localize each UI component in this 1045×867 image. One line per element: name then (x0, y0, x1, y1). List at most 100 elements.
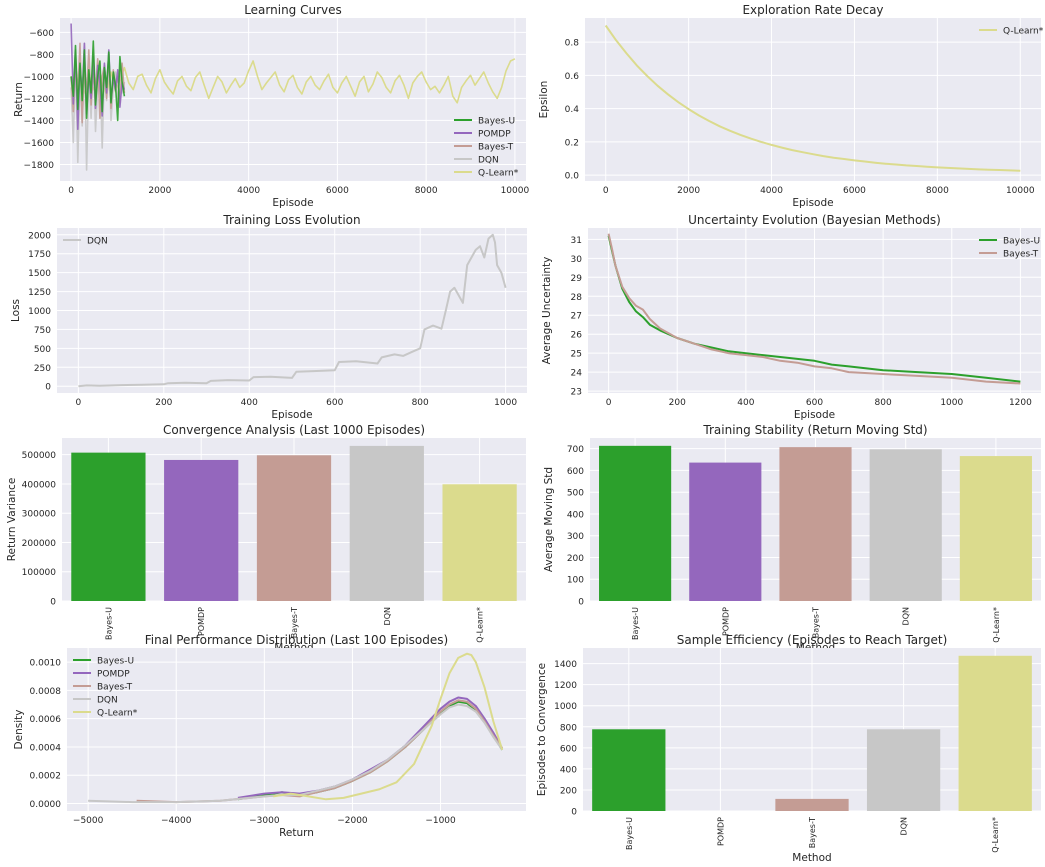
chart-title: Learning Curves (244, 3, 342, 17)
y-tick-label: 0 (571, 808, 577, 818)
y-tick-label: −1600 (24, 139, 55, 149)
x-tick-label: 10000 (1006, 186, 1035, 196)
bar-pomdp (689, 462, 762, 601)
final-performance-chart: 0.0000 0.0002 0.0004 0.0006 0.0008 0.0010 −500… (13, 633, 526, 839)
gridlines (585, 18, 1041, 181)
x-tick-label: 6000 (326, 186, 349, 196)
legend-label: Bayes-U (1003, 237, 1040, 247)
y-tick-label: 26 (571, 331, 583, 341)
y-tick-label: 23 (571, 388, 582, 398)
y-axis-label: Density (13, 710, 25, 750)
training-stability-chart: 0 100 200 300 400 500 600 700 Bayes-U POMDP Bayes-… (543, 423, 1041, 654)
uncertainty-evolution-chart: 23 24 25 26 27 28 29 30 31 0 200 400 600 800 1000 1200 B… (541, 213, 1041, 421)
x-tick-label: 8000 (926, 186, 949, 196)
y-tick-label: 1500 (28, 269, 51, 279)
plot-area (67, 648, 526, 811)
x-tick-label: 4000 (237, 186, 260, 196)
x-tick-label: DQN (900, 817, 909, 835)
y-axis-label: Loss (10, 299, 22, 322)
y-tick-label: 0.8 (565, 39, 580, 49)
x-tick-label: 0 (68, 186, 74, 196)
y-tick-label: 400 (560, 765, 577, 775)
x-tick-label: −3000 (249, 816, 280, 826)
x-tick-label: 600 (326, 398, 343, 408)
bar-dqn (866, 729, 941, 811)
y-tick-label: 0 (45, 383, 51, 393)
x-tick-label: 10000 (501, 186, 530, 196)
x-tick-label: 400 (241, 398, 258, 408)
x-tick-label: −4000 (161, 816, 192, 826)
x-tick-label: 600 (806, 398, 823, 408)
y-axis-label: Average Moving Std (543, 467, 555, 572)
x-tick-label: 6000 (843, 186, 866, 196)
y-tick-label: 600 (567, 467, 584, 477)
y-tick-label: 700 (567, 445, 584, 455)
x-tick-label: Q-Learn* (476, 607, 485, 643)
series-line-dqn (88, 703, 504, 804)
gridlines (57, 228, 527, 393)
y-tick-label: 0.0006 (30, 715, 62, 725)
y-tick-label: 200000 (22, 539, 57, 549)
y-tick-label: 27 (571, 312, 582, 322)
x-tick-label: 1200 (1009, 398, 1032, 408)
y-tick-label: 0 (50, 598, 56, 608)
x-tick-label: 1000 (940, 398, 963, 408)
y-tick-label: 0.2 (565, 138, 579, 148)
bar-qlearn (958, 655, 1032, 811)
series-line-bayest (607, 233, 1021, 385)
legend-label: POMDP (478, 130, 511, 140)
y-tick-label: 0.0010 (30, 659, 62, 669)
x-tick-label: 0 (75, 398, 81, 408)
legend: Bayes-U Bayes-T (979, 237, 1040, 260)
y-tick-label: 0.0004 (30, 743, 62, 753)
x-tick-label: −1000 (425, 816, 456, 826)
y-tick-label: 400 (567, 510, 584, 520)
y-tick-label: 1000 (28, 307, 51, 317)
x-tick-label: 800 (875, 398, 892, 408)
x-tick-label: Q-Learn* (991, 817, 1000, 853)
bar-qlearn (959, 456, 1032, 601)
y-tick-label: −600 (29, 29, 54, 39)
y-tick-label: 300 (567, 532, 584, 542)
y-tick-label: 29 (571, 274, 583, 284)
y-axis-label: Average Uncertainty (541, 257, 553, 365)
x-tick-label: 800 (412, 398, 429, 408)
legend-label: POMDP (97, 670, 130, 680)
chart-title: Exploration Rate Decay (742, 3, 883, 17)
y-tick-label: 0.6 (565, 72, 580, 82)
legend-label: Q-Learn* (1003, 27, 1044, 37)
legend: Bayes-U POMDP Bayes-T DQN Q-Learn* (454, 117, 519, 179)
y-tick-label: 1750 (28, 250, 51, 260)
y-tick-label: 31 (571, 236, 582, 246)
bar-dqn (349, 445, 424, 601)
x-tick-label: Bayes-T (290, 607, 299, 638)
bar-qlearn (442, 484, 517, 601)
x-tick-label: 200 (669, 398, 686, 408)
chart-title: Uncertainty Evolution (Bayesian Methods) (688, 213, 941, 227)
y-tick-label: 25 (571, 350, 582, 360)
x-tick-label: 4000 (760, 186, 783, 196)
x-axis-label: Episode (272, 197, 313, 209)
x-tick-label: 200 (155, 398, 172, 408)
series-line-qlearn (604, 24, 1021, 172)
legend-label: DQN (478, 156, 499, 166)
y-tick-label: 0.4 (565, 105, 580, 115)
legend-label: Q-Learn* (97, 709, 138, 719)
y-tick-label: 500 (34, 345, 51, 355)
legend-label: Bayes-T (478, 143, 514, 153)
series-line-bayesu (70, 40, 126, 122)
y-tick-label: 1250 (28, 288, 51, 298)
x-tick-label: POMDP (716, 817, 725, 846)
y-tick-label: 0.0002 (30, 772, 62, 782)
y-tick-label: 600 (560, 744, 577, 754)
y-axis-label: Return (13, 82, 25, 117)
series-line-qlearn (273, 652, 504, 801)
legend-label: Bayes-T (1003, 250, 1039, 260)
exploration-rate-chart: 0.0 0.2 0.4 0.6 0.8 0 2000 4000 6000 8000 10000 Q-L… (538, 3, 1044, 209)
x-tick-label: 0 (603, 186, 609, 196)
legend-label: DQN (87, 237, 108, 247)
y-tick-label: −800 (29, 51, 54, 61)
chart-title: Final Performance Distribution (Last 100… (145, 633, 448, 647)
x-tick-label: Bayes-U (104, 607, 113, 640)
